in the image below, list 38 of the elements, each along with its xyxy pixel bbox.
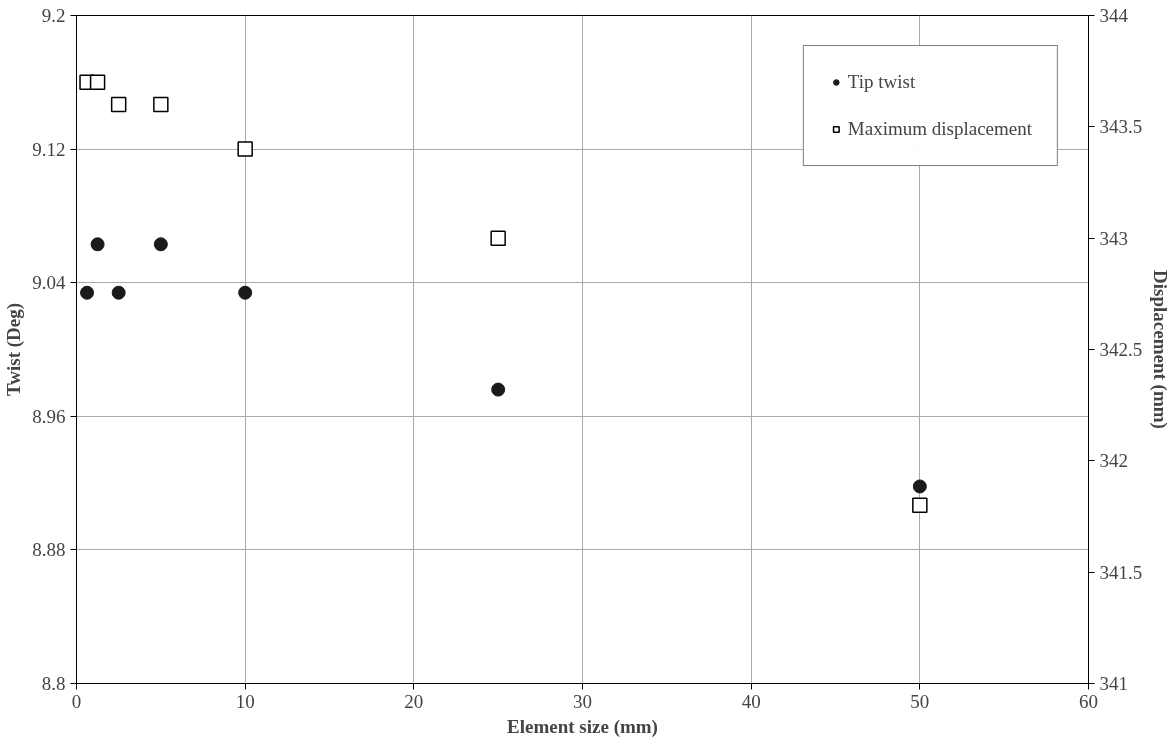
point: [153, 237, 168, 252]
y-axis-title: Twist (Deg): [3, 302, 26, 397]
y-tick-label: 8.96: [32, 405, 66, 427]
y2-tick-label: 341: [1099, 673, 1128, 694]
x-tick-label: 20: [404, 690, 424, 712]
point: [153, 96, 169, 113]
point: [912, 479, 927, 494]
y2-tick-label: 343: [1099, 227, 1128, 249]
y-tick-label: 9.12: [32, 138, 66, 160]
x-tick-label: 60: [1079, 690, 1098, 712]
point: [90, 237, 105, 252]
x-tick-label: 10: [235, 690, 255, 712]
y2-tick-label: 341.5: [1099, 561, 1143, 583]
point: [80, 285, 95, 300]
point: [912, 497, 928, 514]
x-tick-label: 0: [71, 690, 82, 712]
legend-label: Maximum displacement: [847, 118, 1032, 140]
x-tick-label: 50: [910, 690, 930, 712]
y2-tick-label: 344: [1099, 5, 1129, 26]
point: [238, 285, 253, 300]
legend-label: Tip twist: [847, 71, 916, 93]
x-axis-title: Element size (mm): [507, 715, 658, 738]
y-tick-label: 9.04: [32, 272, 66, 294]
y2-tick-label: 342.5: [1099, 339, 1143, 360]
point: [237, 141, 253, 157]
point: [89, 74, 106, 91]
y-tick-label: 8.8: [41, 673, 66, 694]
x-tick-label: 40: [741, 690, 761, 712]
y2-tick-label: 342: [1099, 450, 1128, 472]
point: [491, 382, 506, 397]
point: [490, 230, 506, 246]
x-tick-label: 30: [573, 690, 592, 712]
point: [111, 285, 126, 300]
y2-tick-label: 343.5: [1099, 116, 1143, 138]
point: [110, 96, 127, 113]
y-tick-label: 8.88: [32, 539, 66, 561]
y-tick-label: 9.2: [41, 5, 66, 26]
y2-axis-title: Displacement (mm): [1149, 270, 1172, 429]
